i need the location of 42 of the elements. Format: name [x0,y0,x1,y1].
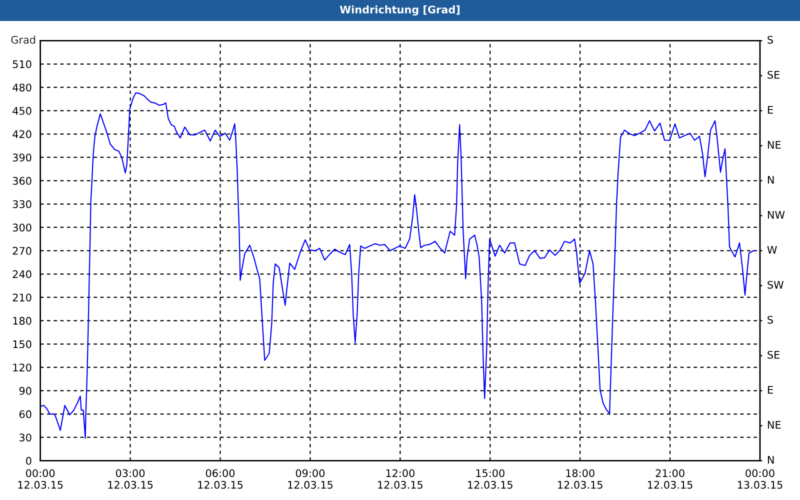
y-tick-label: 120 [13,364,32,372]
y-tick-label: 450 [12,106,32,115]
y-tick-label: 210 [12,294,32,302]
y-tick-label: 150 [13,340,32,348]
y-tick-label: 420 [12,130,32,138]
y-tick-label: 0 [26,456,32,465]
y-tick-label: 90 [19,386,32,395]
x-tick-label: 21:00 12.03.15 [648,469,692,489]
x-tick-label: 09:00 12.03.15 [288,469,332,489]
text: NE [768,140,781,149]
text: SE [768,350,780,359]
x-tick-label: 12:00 12.03.15 [378,469,422,489]
y-tick-label: 300 [12,224,32,232]
text: SE [768,70,780,79]
y-tick-label: 360 [12,176,32,185]
text: N [768,456,774,464]
x-tick-label: 06:00 12.03.15 [198,469,243,489]
text: W [767,246,777,254]
text: NW [768,210,785,219]
x-tick-label: 03:00 12.03.15 [108,469,153,489]
x-tick-label: 15:00 12.03.15 [468,469,512,489]
y-tick-label: 330 [12,200,32,208]
text: S [768,316,773,324]
y-tick-label: 60 [19,410,32,418]
y-axis-title: Grad [11,36,36,44]
text: E [768,106,773,114]
y-tick-label: 510 [12,60,32,68]
text: N [768,176,774,184]
text: NE [768,420,781,429]
x-tick-label: 00:00 13.03.15 [738,469,782,489]
y-tick-label: 390 [12,154,32,162]
chart-title: Windrichtung [Grad] [340,5,460,16]
x-tick-label: 18:00 12.03.15 [558,469,602,489]
y-tick-label: 180 [13,316,32,325]
y-tick-label: 30 [20,434,32,442]
y-tick-label: 480 [12,84,32,92]
text: SW [768,280,784,289]
text: S [768,36,773,44]
text: E [768,386,773,394]
x-tick-label: 00:00 12.03.15 [18,469,63,489]
y-tick-label: 270 [12,246,32,255]
y-tick-label: 240 [12,270,32,278]
